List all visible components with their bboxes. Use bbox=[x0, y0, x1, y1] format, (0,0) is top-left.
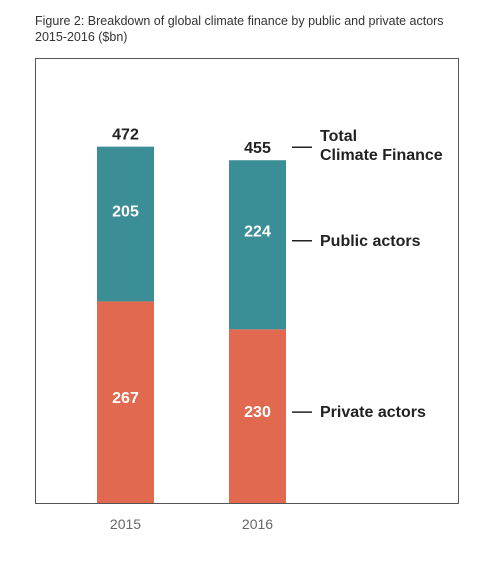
annotation-private-actors: Private actors bbox=[320, 404, 426, 421]
total-label-2015: 472 bbox=[112, 127, 139, 144]
total-label-2016: 455 bbox=[244, 140, 271, 157]
bar-public-actors-2016 bbox=[229, 160, 286, 330]
annotation-public-actors: Public actors bbox=[320, 233, 421, 250]
x-tick-2016: 2016 bbox=[242, 516, 273, 532]
figure-caption: Figure 2: Breakdown of global climate fi… bbox=[35, 14, 444, 44]
data-label-private-actors-2015: 267 bbox=[112, 390, 139, 407]
data-label-private-actors-2016: 230 bbox=[244, 404, 271, 421]
annotation-total-line1: Total bbox=[320, 128, 357, 145]
x-tick-2015: 2015 bbox=[110, 516, 141, 532]
data-label-public-actors-2015: 205 bbox=[112, 203, 139, 220]
data-label-public-actors-2016: 224 bbox=[244, 223, 271, 240]
bar-public-actors-2015 bbox=[97, 146, 154, 302]
annotation-total-line2: Climate Finance bbox=[320, 147, 443, 164]
bar-private-actors-2016 bbox=[229, 329, 286, 503]
chart-frame bbox=[35, 58, 459, 504]
bar-private-actors-2015 bbox=[97, 301, 154, 503]
